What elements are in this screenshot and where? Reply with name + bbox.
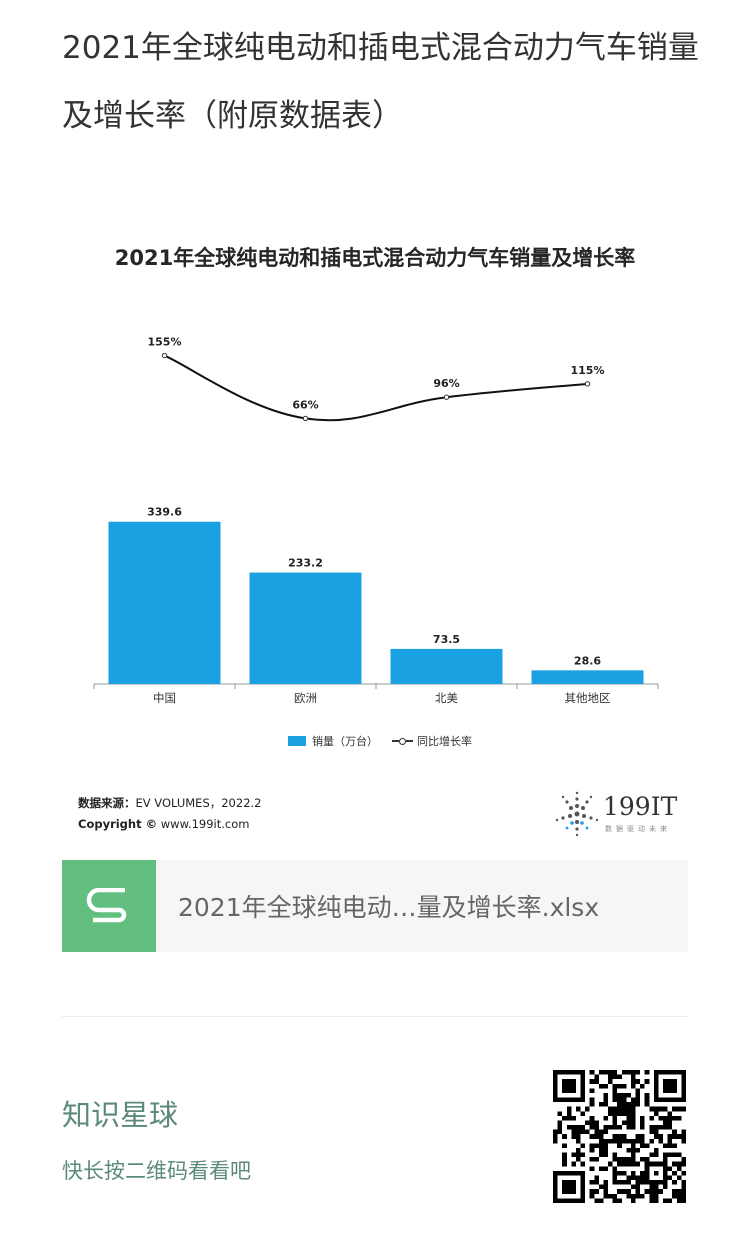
- planet-subtitle: 快长按二维码看看吧: [62, 1159, 251, 1183]
- growth-rate-label: 66%: [292, 398, 318, 411]
- bar-1: [249, 572, 362, 684]
- file-name: 2021年全球纯电动…量及增长率.xlsx: [178, 893, 600, 922]
- category-label: 中国: [153, 691, 176, 705]
- legend-line-marker: [392, 737, 413, 745]
- category-label: 欧洲: [294, 691, 317, 705]
- bar-0: [108, 521, 221, 684]
- planet-title: 知识星球: [62, 1098, 179, 1132]
- source-text: EV VOLUMES，2022.2: [135, 796, 262, 810]
- brand-logo: 199IT 数据驱动未来: [553, 790, 693, 840]
- growth-rate-label: 96%: [433, 377, 459, 390]
- chart-image: 2021年全球纯电动和插电式混合动力气车销量及增长率 339.6 中国 233.2 欧…: [0, 210, 750, 850]
- growth-rate-point: [302, 415, 309, 422]
- logo-subtitle: 数据驱动未来: [605, 825, 671, 833]
- legend-bar-swatch: [288, 736, 306, 746]
- category-label: 其他地区: [565, 691, 611, 705]
- qr-code-image[interactable]: [553, 1070, 686, 1203]
- legend-bar-label: 销量（万台）: [312, 735, 378, 748]
- file-attachment-card[interactable]: 2021年全球纯电动…量及增长率.xlsx: [62, 860, 688, 952]
- logo-dots-icon: [555, 791, 599, 837]
- growth-rate-line: [164, 354, 588, 422]
- bar-value-label: 73.5: [433, 633, 460, 646]
- bar-3: [531, 670, 644, 684]
- spreadsheet-file-icon: [62, 860, 156, 952]
- chart-svg: 339.6 中国 233.2 欧洲 73.5 北美 28.6 其他地区 155% 66% 96% 11…: [93, 336, 659, 705]
- bar-value-label: 233.2: [288, 557, 323, 570]
- section-divider: [62, 1016, 688, 1017]
- source-label: 数据来源：: [78, 796, 136, 810]
- growth-rate-point: [443, 394, 450, 400]
- chart-title: 2021年全球纯电动和插电式混合动力气车销量及增长率: [114, 246, 636, 270]
- chart-legend: 销量（万台） 同比增长率: [288, 733, 486, 749]
- logo-text: 199IT: [603, 792, 678, 821]
- growth-rate-point: [161, 352, 168, 359]
- source-block: 数据来源：EV VOLUMES，2022.2 Copyright © www.1…: [78, 793, 261, 835]
- category-label: 北美: [435, 691, 458, 705]
- growth-rate-point: [584, 381, 591, 387]
- bar-value-label: 28.6: [574, 654, 601, 667]
- growth-rate-label: 155%: [148, 336, 182, 349]
- bar-2: [390, 648, 503, 684]
- legend-line-label: 同比增长率: [417, 735, 472, 748]
- copyright-label: Copyright ©: [78, 817, 158, 831]
- copyright-text: www.199it.com: [160, 817, 250, 831]
- article-title: 2021年全球纯电动和插电式混合动力气车销量及增长率（附原数据表）: [62, 30, 699, 134]
- growth-rate-label: 115%: [571, 364, 605, 377]
- bar-value-label: 339.6: [147, 506, 182, 519]
